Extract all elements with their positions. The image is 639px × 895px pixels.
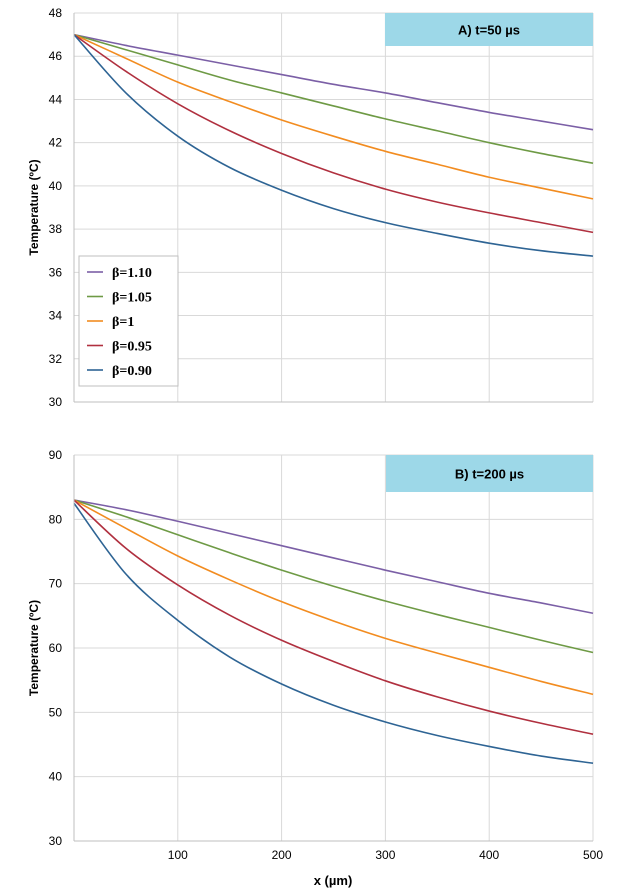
- panel-a-y-tick-label: 36: [49, 265, 63, 279]
- panel-b-y-tick-label: 90: [49, 448, 63, 462]
- panel-a-y-tick-label: 46: [49, 49, 63, 63]
- panel-a-axes: [73, 13, 593, 403]
- panel-a-y-tick-label: 44: [49, 92, 63, 106]
- panel-b: 30 40 50 60 70 80 90 100 200 300 400 500 B) t=200 µ…: [27, 448, 603, 888]
- panel-b-series: [73, 499, 594, 764]
- panel-a-series-line: [73, 34, 594, 257]
- panel-a-y-axis-label: Temperature (ºC): [27, 159, 41, 255]
- panel-a-y-tick-label: 32: [49, 352, 63, 366]
- panel-b-y-tick-label: 60: [49, 641, 63, 655]
- legend-label: β=1.10: [112, 266, 152, 281]
- panel-b-x-tick-label: 200: [272, 848, 292, 862]
- panel-b-title-background: [386, 455, 593, 492]
- panel-b-series-line: [73, 499, 594, 735]
- legend-label: β=1: [112, 315, 134, 330]
- panel-b-series-line: [73, 499, 594, 654]
- panel-b-series-line: [73, 502, 594, 764]
- panel-b-y-tick-label: 30: [49, 834, 63, 848]
- panel-b-series-line: [73, 499, 594, 696]
- panel-a: 30 32 34 36 38 40 42 44 46 48 A) t=50 µs Temperat…: [27, 6, 594, 409]
- legend: β=1.10 β=1.05 β=1 β=0.95 β=0.90: [78, 255, 179, 387]
- panel-a-series-line: [73, 33, 594, 234]
- panel-b-y-tick-label: 40: [49, 770, 63, 784]
- panel-b-y-tick-label: 70: [49, 577, 63, 591]
- panel-a-y-tick-label: 48: [49, 6, 63, 20]
- panel-b-x-tick-label: 300: [375, 848, 395, 862]
- panel-a-series-line: [73, 33, 594, 200]
- x-axis-label: x (µm): [314, 873, 353, 888]
- panel-a-tick-labels: 30 32 34 36 38 40 42 44 46 48: [49, 6, 63, 409]
- panel-a-grid: [74, 12, 594, 403]
- legend-label: β=1.05: [112, 291, 152, 306]
- panel-b-series-line: [73, 499, 594, 615]
- panel-b-axes: [73, 455, 593, 842]
- panel-a-title-box: A) t=50 µs: [385, 13, 593, 46]
- panel-b-title: B) t=200 µs: [455, 467, 524, 482]
- panel-a-y-tick-label: 38: [49, 222, 63, 236]
- panel-a-series: [73, 33, 594, 257]
- panel-a-series-line: [73, 33, 594, 131]
- panel-b-grid: [74, 454, 594, 842]
- panel-a-y-tick-label: 30: [49, 395, 63, 409]
- panel-b-y-axis-label: Temperature (ºC): [27, 600, 41, 696]
- panel-a-y-tick-label: 40: [49, 179, 63, 193]
- panel-b-x-tick-label: 100: [168, 848, 188, 862]
- panel-a-y-tick-label: 34: [49, 309, 63, 323]
- legend-label: β=0.95: [112, 340, 152, 355]
- panel-a-y-tick-label: 42: [49, 136, 63, 150]
- panel-b-x-tick-label: 500: [583, 848, 603, 862]
- panel-a-title-background: [385, 13, 593, 46]
- panel-a-series-line: [73, 33, 594, 164]
- panel-a-title: A) t=50 µs: [458, 23, 520, 38]
- panel-b-tick-labels: 30 40 50 60 70 80 90 100 200 300 400 500: [49, 448, 604, 862]
- panel-b-y-tick-label: 50: [49, 705, 63, 719]
- panel-b-x-tick-label: 400: [479, 848, 499, 862]
- legend-label: β=0.90: [112, 364, 152, 379]
- panel-b-title-box: B) t=200 µs: [386, 455, 593, 492]
- panel-b-y-tick-label: 80: [49, 512, 63, 526]
